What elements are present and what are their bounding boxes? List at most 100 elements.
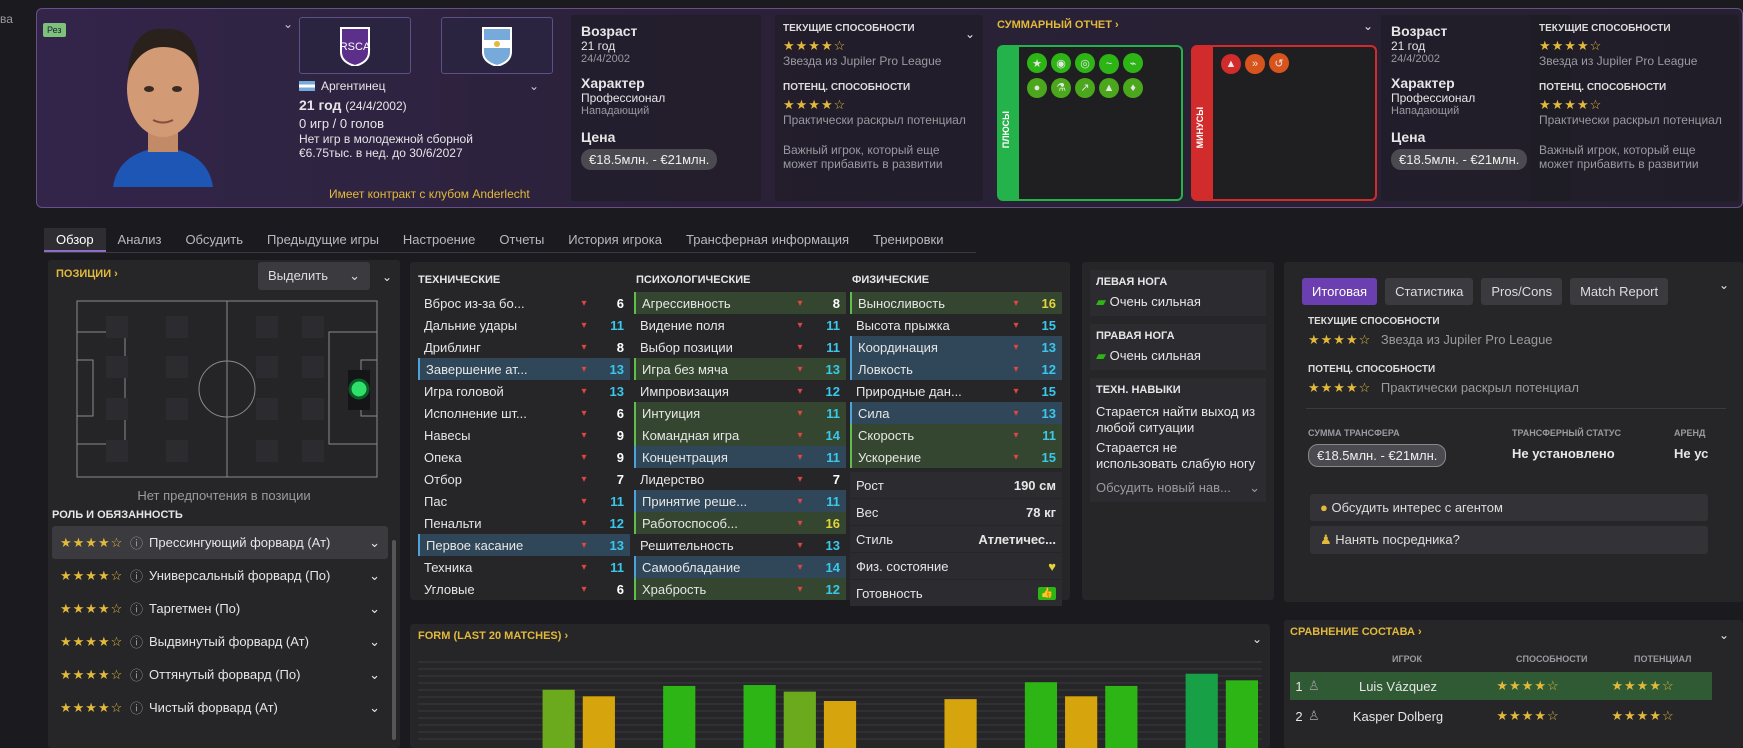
- form-bar[interactable]: [1024, 682, 1058, 748]
- tab-match-report[interactable]: Match Report: [1570, 278, 1669, 305]
- tab-stats[interactable]: Статистика: [1385, 278, 1474, 305]
- form-bar[interactable]: [1225, 680, 1258, 748]
- chevron-down-icon[interactable]: ⌄: [283, 17, 294, 31]
- role-item[interactable]: ★★★★☆ ⓘ Таргетмен (По) ⌄: [60, 600, 380, 618]
- pulse-icon[interactable]: ⌁: [1123, 53, 1143, 73]
- role-item[interactable]: ★★★★☆ ⓘ Чистый форвард (Ат) ⌄: [60, 699, 380, 717]
- tab-overview[interactable]: Обзор: [44, 228, 106, 252]
- table-row[interactable]: 2 ♙ Kasper Dolberg ★★★★☆ ★★★★☆: [1295, 708, 1675, 724]
- form-bar[interactable]: [663, 685, 696, 748]
- form-bar[interactable]: [1185, 673, 1218, 748]
- tab-transfer[interactable]: Трансферная информация: [686, 232, 850, 247]
- attribute-row[interactable]: Угловые ▾ 6: [424, 581, 624, 597]
- attribute-row[interactable]: Игра без мяча ▾ 13: [634, 358, 846, 380]
- attribute-row[interactable]: Решительность ▾ 13: [640, 537, 840, 553]
- tab-training[interactable]: Тренировки: [873, 232, 944, 247]
- brain-icon[interactable]: ◉: [1051, 53, 1071, 73]
- form-bar[interactable]: [1105, 685, 1138, 748]
- highlight-button[interactable]: Выделить ⌄: [258, 262, 370, 290]
- attribute-row[interactable]: Агрессивность ▾ 8: [634, 292, 846, 314]
- mediator-button[interactable]: ♟ Нанять посредника?: [1310, 526, 1708, 554]
- wave-icon[interactable]: ~: [1099, 53, 1119, 74]
- attribute-row[interactable]: Координация ▾ 13: [850, 336, 1062, 358]
- attribute-row[interactable]: Пенальти ▾ 12: [424, 515, 624, 531]
- info-icon[interactable]: ⓘ: [130, 536, 144, 551]
- target-icon[interactable]: ◎: [1075, 53, 1095, 73]
- positions-title[interactable]: ПОЗИЦИИ ›: [56, 268, 118, 280]
- role-item[interactable]: ★★★★☆ ⓘ Универсальный форвард (По) ⌄: [60, 567, 380, 585]
- attribute-row[interactable]: Отбор ▾ 7: [424, 471, 624, 487]
- tab-pros-cons[interactable]: Pros/Cons: [1481, 278, 1563, 305]
- chevron-down-icon[interactable]: ⌄: [964, 27, 975, 41]
- info-icon[interactable]: ⓘ: [130, 569, 144, 584]
- attribute-row[interactable]: Скорость ▾ 11: [850, 424, 1062, 446]
- discuss-skill-dropdown[interactable]: Обсудить новый нав... ⌄: [1096, 480, 1260, 495]
- form-bar[interactable]: [582, 696, 615, 748]
- attribute-row[interactable]: Принятие реше... ▾ 11: [634, 490, 846, 512]
- attribute-row[interactable]: Игра головой ▾ 13: [424, 383, 624, 399]
- form-bar[interactable]: [743, 685, 776, 748]
- squad-title[interactable]: СРАВНЕНИЕ СОСТАВА ›: [1290, 626, 1422, 638]
- attribute-row[interactable]: Исполнение шт... ▾ 6: [424, 405, 624, 421]
- chevron-down-icon[interactable]: ⌄: [1718, 628, 1729, 642]
- tab-discuss[interactable]: Обсудить: [185, 232, 243, 247]
- attribute-row[interactable]: Самообладание ▾ 14: [634, 556, 846, 578]
- growth-icon[interactable]: ↗: [1075, 77, 1095, 98]
- attribute-row[interactable]: Первое касание ▾ 13: [418, 534, 630, 556]
- attribute-row[interactable]: Природные дан... ▾ 15: [856, 383, 1056, 399]
- attribute-row[interactable]: Лидерство ▾ 7: [640, 471, 840, 487]
- info-icon[interactable]: ⓘ: [130, 668, 144, 683]
- attribute-row[interactable]: Храбрость ▾ 12: [634, 578, 846, 600]
- attribute-row[interactable]: Видение поля ▾ 11: [640, 317, 840, 333]
- form-title[interactable]: FORM (LAST 20 MATCHES) ›: [418, 630, 569, 642]
- chevron-down-icon[interactable]: ⌄: [1363, 19, 1374, 33]
- attribute-row[interactable]: Пас ▾ 11: [424, 493, 624, 509]
- role-item[interactable]: ★★★★☆ ⓘ Оттянутый форвард (По) ⌄: [60, 666, 380, 684]
- info-icon[interactable]: ⓘ: [130, 635, 144, 650]
- role-item[interactable]: ★★★★☆ ⓘ Прессингующий форвард (Ат) ⌄: [52, 526, 388, 559]
- attribute-row[interactable]: Техника ▾ 11: [424, 559, 624, 575]
- attribute-row[interactable]: Дриблинг ▾ 8: [424, 339, 624, 355]
- speed-icon[interactable]: »: [1245, 53, 1265, 74]
- attribute-row[interactable]: Ловкость ▾ 12: [850, 358, 1062, 380]
- attribute-row[interactable]: Опека ▾ 9: [424, 449, 624, 465]
- tab-history[interactable]: История игрока: [568, 232, 662, 247]
- tab-reports[interactable]: Отчеты: [499, 232, 545, 247]
- contract-link[interactable]: Имеет контракт с клубом Anderlecht: [329, 187, 530, 201]
- roles-scrollbar[interactable]: [392, 540, 396, 740]
- attribute-row[interactable]: Высота прыжка ▾ 15: [856, 317, 1056, 333]
- attribute-row[interactable]: Работоспособ... ▾ 16: [634, 512, 846, 534]
- attribute-row[interactable]: Завершение ат... ▾ 13: [418, 358, 630, 380]
- thumbs-up-icon[interactable]: 👍: [1037, 586, 1056, 600]
- attribute-row[interactable]: Сила ▾ 13: [850, 402, 1062, 424]
- chevron-down-icon[interactable]: ⌄: [528, 79, 539, 93]
- chevron-down-icon[interactable]: ⌄: [1251, 632, 1262, 646]
- report-title[interactable]: СУММАРНЫЙ ОТЧЕТ ›: [997, 19, 1119, 31]
- attribute-row[interactable]: Дальние удары ▾ 11: [424, 317, 624, 333]
- agent-button[interactable]: ● Обсудить интерес с агентом: [1310, 494, 1708, 521]
- star-icon[interactable]: ★: [1027, 53, 1047, 73]
- form-bar[interactable]: [823, 701, 857, 748]
- attribute-row[interactable]: Вброс из-за бо... ▾ 6: [424, 295, 624, 311]
- club-crest[interactable]: RSCA: [299, 17, 411, 74]
- flask-icon[interactable]: ⚗: [1051, 77, 1071, 98]
- form-bar[interactable]: [1065, 696, 1098, 748]
- attribute-row[interactable]: Выбор позиции ▾ 11: [640, 339, 840, 355]
- attribute-row[interactable]: Импровизация ▾ 12: [640, 383, 840, 399]
- form-bar[interactable]: [783, 691, 816, 748]
- attribute-row[interactable]: Командная игра ▾ 14: [634, 424, 846, 446]
- table-row[interactable]: 1 ♙ Luis Vázquez ★★★★☆ ★★★★☆: [1290, 672, 1712, 700]
- tab-previous-games[interactable]: Предыдущие игры: [267, 232, 379, 247]
- attribute-row[interactable]: Интуиция ▾ 11: [634, 402, 846, 424]
- form-bar[interactable]: [944, 699, 977, 748]
- heart-icon[interactable]: ♥: [1048, 558, 1056, 574]
- chevron-down-icon[interactable]: ⌄: [382, 270, 393, 284]
- form-bar[interactable]: [542, 689, 575, 748]
- role-item[interactable]: ★★★★☆ ⓘ Выдвинутый форвард (Ат) ⌄: [60, 633, 380, 651]
- info-icon[interactable]: ⓘ: [130, 701, 144, 716]
- curve-icon[interactable]: ↺: [1269, 53, 1289, 73]
- footprint-icon[interactable]: ♦: [1123, 78, 1143, 98]
- chevron-down-icon[interactable]: ⌄: [1718, 278, 1729, 292]
- attribute-row[interactable]: Концентрация ▾ 11: [634, 446, 846, 468]
- info-icon[interactable]: ⓘ: [130, 602, 144, 617]
